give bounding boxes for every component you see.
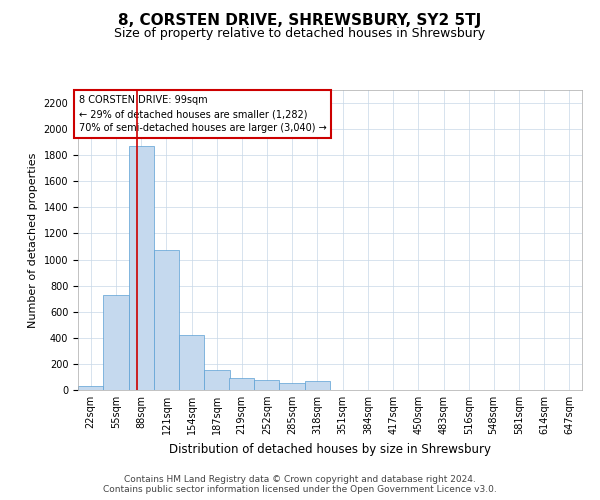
Bar: [229, 378, 254, 390]
Bar: [103, 295, 128, 390]
Text: 8 CORSTEN DRIVE: 99sqm
← 29% of detached houses are smaller (1,282)
70% of semi-: 8 CORSTEN DRIVE: 99sqm ← 29% of detached…: [79, 95, 326, 133]
Bar: [179, 335, 205, 390]
Bar: [280, 384, 305, 390]
Y-axis label: Number of detached properties: Number of detached properties: [28, 152, 38, 328]
Bar: [154, 250, 179, 390]
Text: Contains HM Land Registry data © Crown copyright and database right 2024.
Contai: Contains HM Land Registry data © Crown c…: [103, 474, 497, 494]
Text: 8, CORSTEN DRIVE, SHREWSBURY, SY2 5TJ: 8, CORSTEN DRIVE, SHREWSBURY, SY2 5TJ: [118, 12, 482, 28]
Bar: [205, 370, 230, 390]
Bar: [254, 380, 280, 390]
Bar: [128, 146, 154, 390]
Bar: [305, 381, 330, 390]
X-axis label: Distribution of detached houses by size in Shrewsbury: Distribution of detached houses by size …: [169, 442, 491, 456]
Text: Size of property relative to detached houses in Shrewsbury: Size of property relative to detached ho…: [115, 28, 485, 40]
Bar: [78, 386, 103, 390]
